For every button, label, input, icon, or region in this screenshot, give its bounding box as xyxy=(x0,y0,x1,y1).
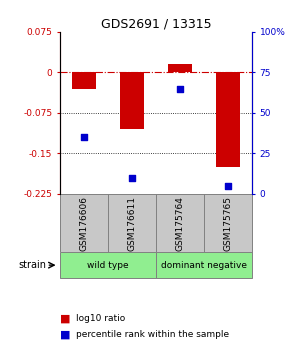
Bar xyxy=(168,64,192,73)
Text: GSM176611: GSM176611 xyxy=(128,196,136,251)
Title: GDS2691 / 13315: GDS2691 / 13315 xyxy=(101,18,211,31)
Point xyxy=(178,86,182,91)
Point xyxy=(226,183,230,189)
Text: dominant negative: dominant negative xyxy=(161,261,247,270)
Text: wild type: wild type xyxy=(87,261,129,270)
Point xyxy=(130,175,134,181)
Text: GSM176606: GSM176606 xyxy=(80,196,88,251)
Bar xyxy=(216,73,240,167)
Text: GSM175764: GSM175764 xyxy=(176,196,184,251)
Bar xyxy=(60,252,156,278)
Text: log10 ratio: log10 ratio xyxy=(76,314,126,323)
Text: strain: strain xyxy=(18,260,46,270)
Bar xyxy=(72,73,96,88)
Text: ■: ■ xyxy=(60,314,70,324)
Point xyxy=(82,135,86,140)
Text: ■: ■ xyxy=(60,330,70,339)
Bar xyxy=(156,252,252,278)
Text: GSM175765: GSM175765 xyxy=(224,196,232,251)
Text: percentile rank within the sample: percentile rank within the sample xyxy=(76,330,230,339)
Bar xyxy=(120,73,144,129)
